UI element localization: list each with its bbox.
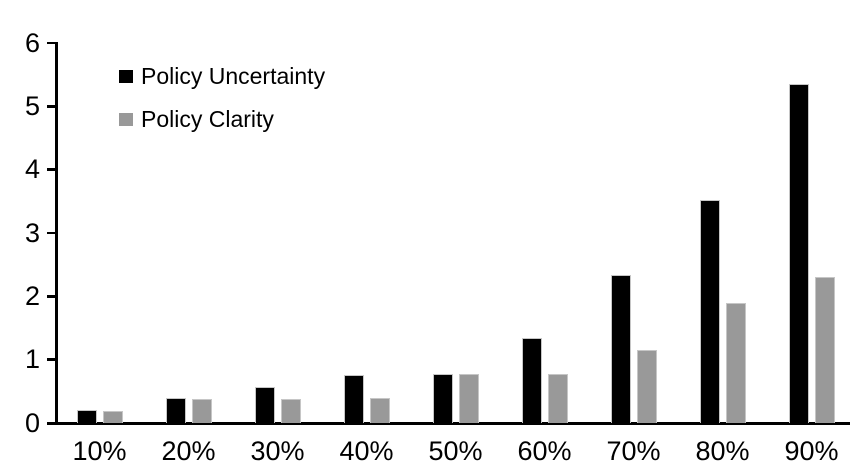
y-axis-tick	[47, 105, 57, 108]
bar-policy-clarity-10%	[102, 410, 123, 423]
x-axis-tick-label: 50%	[428, 436, 483, 466]
y-axis-tick-label: 4	[24, 154, 40, 185]
bar-policy-uncertainty-40%	[343, 374, 364, 423]
y-axis-tick-label: 0	[24, 407, 40, 438]
bar-policy-uncertainty-30%	[254, 386, 275, 423]
x-axis-line	[47, 422, 850, 425]
y-axis-tick	[47, 41, 57, 45]
bar-policy-clarity-20%	[191, 398, 212, 423]
x-axis-tick-label: 60%	[517, 436, 572, 466]
y-axis-tick-label: 5	[24, 90, 40, 121]
bar-policy-uncertainty-20%	[165, 398, 186, 423]
x-axis-tick-label: 10%	[72, 436, 127, 466]
bar-policy-clarity-90%	[814, 277, 835, 423]
x-axis-tick-label: 40%	[339, 436, 394, 466]
y-axis-tick	[47, 295, 57, 298]
legend-item-policy-uncertainty: Policy Uncertainty	[119, 61, 325, 91]
bar-policy-uncertainty-50%	[432, 373, 453, 423]
y-axis-tick	[47, 168, 57, 171]
legend: Policy Uncertainty Policy Clarity	[119, 61, 325, 134]
bar-policy-clarity-80%	[725, 302, 746, 423]
x-axis-tick-label: 30%	[250, 436, 305, 466]
bar-policy-uncertainty-80%	[699, 200, 720, 423]
bar-policy-uncertainty-10%	[76, 410, 97, 423]
bar-policy-clarity-70%	[636, 350, 657, 423]
legend-item-policy-clarity: Policy Clarity	[119, 104, 325, 134]
y-axis-tick	[47, 358, 57, 361]
legend-swatch-policy-uncertainty-icon	[119, 69, 133, 83]
x-axis-tick-label: 20%	[161, 436, 216, 466]
y-axis-tick	[47, 421, 57, 425]
bar-policy-clarity-40%	[369, 398, 390, 423]
legend-label-policy-clarity: Policy Clarity	[141, 106, 274, 132]
bar-policy-clarity-50%	[458, 374, 479, 423]
bar-policy-uncertainty-70%	[610, 275, 631, 423]
bar-policy-uncertainty-90%	[788, 84, 809, 423]
x-axis-tick-label: 80%	[695, 436, 750, 466]
y-axis-tick-label: 3	[24, 217, 40, 248]
y-axis-tick	[47, 231, 57, 235]
y-axis-tick-label: 2	[24, 280, 40, 311]
legend-label-policy-uncertainty: Policy Uncertainty	[141, 63, 326, 89]
bar-policy-uncertainty-60%	[521, 338, 542, 423]
x-axis-tick-label: 90%	[784, 436, 839, 466]
bar-policy-clarity-30%	[280, 398, 301, 423]
x-axis-tick-label: 70%	[606, 436, 661, 466]
legend-swatch-policy-clarity-icon	[119, 112, 133, 126]
y-axis-tick-label: 1	[24, 344, 40, 375]
bar-policy-clarity-60%	[547, 374, 568, 423]
y-axis-tick-label: 6	[24, 27, 40, 58]
